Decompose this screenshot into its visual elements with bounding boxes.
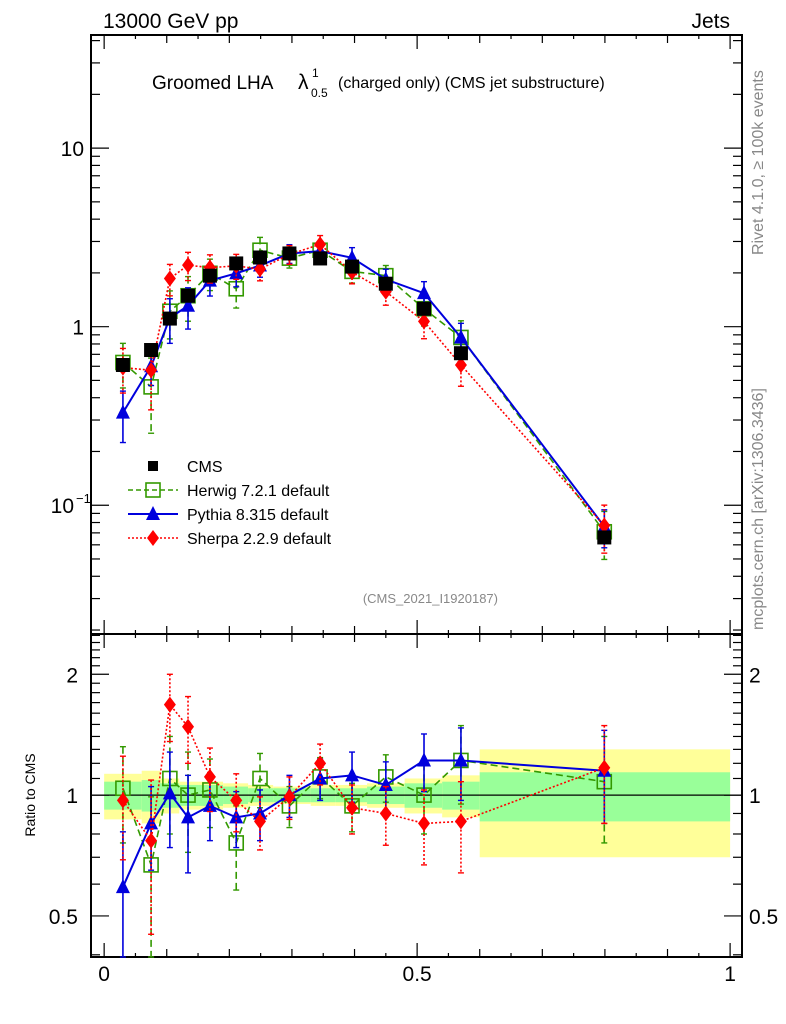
- ratio-point: [229, 809, 244, 824]
- ratio-point: [283, 788, 296, 805]
- main-ytick-label: 10: [61, 138, 84, 161]
- main-series-cms: [115, 246, 612, 545]
- data-point: [115, 404, 130, 419]
- data-point: [144, 343, 159, 358]
- legend-label: Herwig 7.2.1 default: [187, 483, 330, 500]
- energy-label: 13000 GeV pp: [103, 10, 238, 33]
- legend-marker: [145, 482, 161, 498]
- data-point: [314, 236, 327, 253]
- ratio-point: [145, 832, 158, 849]
- ratio-series-sherpa: [116, 673, 611, 935]
- xtick-label: 1: [724, 963, 736, 986]
- legend-label: Sherpa 2.2.9 default: [187, 531, 332, 548]
- ratio-ytick-label-right: 1: [749, 785, 761, 808]
- ratio-point: [115, 879, 130, 894]
- ratio-axes: 2 2 1 1 0.5 0.5 0 0.5 1: [49, 633, 778, 986]
- legend-entry-sherpa: Sherpa 2.2.9 default: [128, 530, 332, 548]
- ratio-point: [181, 809, 196, 824]
- main-series-sherpa: [116, 234, 611, 554]
- data-point: [454, 356, 467, 373]
- data-point: [453, 346, 468, 361]
- data-point: [181, 297, 196, 312]
- legend-marker: [147, 530, 159, 546]
- rivet-version-label: Rivet 4.1.0, ≥ 100k events: [750, 70, 767, 255]
- ratio-ytick-label: 1: [66, 785, 78, 808]
- data-point: [163, 270, 176, 287]
- plot-title: Groomed LHA λ 1 0.5 (charged only) (CMS …: [152, 66, 605, 100]
- legend: CMS Herwig 7.2.1 default Pythia 8.315 defa…: [128, 459, 332, 548]
- data-point: [417, 285, 432, 300]
- ratio-point: [162, 785, 177, 800]
- main-ytick-label-exponent: −1: [76, 491, 91, 506]
- ratio-point: [253, 805, 268, 820]
- data-point: [453, 329, 468, 344]
- data-point: [202, 268, 217, 283]
- data-point: [598, 517, 611, 534]
- data-point: [182, 257, 195, 274]
- legend-entry-cms: CMS: [148, 459, 223, 476]
- xtick-label: 0: [98, 963, 110, 986]
- ratio-point: [163, 696, 176, 713]
- title-lambda: λ: [298, 71, 309, 94]
- ratio-ylabel: Ratio to CMS: [22, 753, 38, 836]
- xtick-label: 0.5: [403, 963, 432, 986]
- ratio-ytick-label: 2: [66, 664, 78, 687]
- title-prefix: Groomed LHA: [152, 73, 274, 94]
- process-label: Jets: [691, 10, 730, 33]
- data-point: [145, 362, 158, 379]
- main-series-group: [115, 234, 613, 561]
- data-point: [162, 311, 177, 326]
- ratio-point: [254, 813, 267, 830]
- ratio-point: [230, 792, 243, 809]
- data-point: [378, 276, 393, 291]
- ratio-ytick-label-right: 2: [749, 664, 761, 687]
- main-ytick-label: 1: [72, 317, 84, 340]
- ratio-point: [417, 752, 432, 767]
- data-point: [417, 301, 432, 316]
- ratio-point: [378, 776, 393, 791]
- ratio-point: [314, 755, 327, 772]
- analysis-tag: (CMS_2021_I1920187): [363, 591, 498, 606]
- data-point: [345, 259, 360, 274]
- ratio-point: [116, 792, 129, 809]
- data-point: [313, 251, 328, 266]
- ratio-series-group: [115, 673, 613, 958]
- ratio-point: [144, 815, 159, 830]
- title-superscript: 1: [312, 66, 319, 80]
- legend-label: Pythia 8.315 default: [187, 507, 329, 524]
- title-suffix: (charged only) (CMS jet substructure): [338, 75, 605, 92]
- legend-entry-herwig: Herwig 7.2.1 default: [128, 482, 330, 500]
- ratio-point: [252, 770, 268, 787]
- ratio-point: [345, 767, 360, 782]
- ratio-point: [203, 768, 216, 785]
- ratio-ytick-label: 0.5: [49, 906, 78, 929]
- legend-marker: [148, 461, 158, 471]
- legend-marker: [146, 506, 160, 520]
- data-point: [253, 250, 268, 265]
- ratio-point: [453, 752, 468, 767]
- ratio-point: [182, 718, 195, 735]
- data-point: [597, 530, 612, 545]
- ratio-point: [454, 813, 467, 830]
- main-ytick-label: 10: [51, 495, 74, 518]
- data-point: [418, 313, 431, 330]
- data-point: [181, 288, 196, 303]
- ratio-point: [379, 805, 392, 822]
- title-subscript: 0.5: [311, 86, 328, 100]
- legend-label: CMS: [187, 459, 223, 476]
- ratio-point: [598, 759, 611, 776]
- ratio-ytick-label-right: 0.5: [749, 906, 778, 929]
- main-series-pythia: [115, 241, 612, 549]
- data-point: [115, 357, 130, 372]
- mcplots-reference-label: mcplots.cern.ch [arXiv:1306.3436]: [750, 388, 767, 630]
- data-point: [282, 246, 297, 261]
- legend-entry-pythia: Pythia 8.315 default: [128, 506, 329, 524]
- ratio-point: [418, 815, 431, 832]
- data-point: [254, 261, 267, 278]
- ratio-point: [346, 799, 359, 816]
- data-point: [229, 256, 244, 271]
